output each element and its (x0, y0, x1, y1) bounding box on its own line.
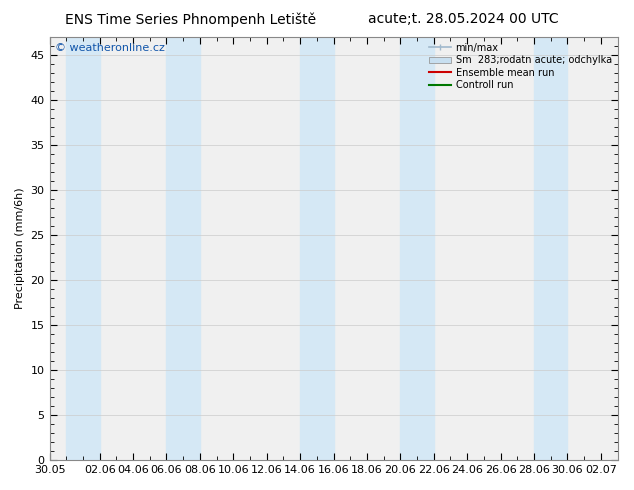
Y-axis label: Precipitation (mm/6h): Precipitation (mm/6h) (15, 188, 25, 309)
Legend: min/max, Sm  283;rodatn acute; odchylka, Ensemble mean run, Controll run: min/max, Sm 283;rodatn acute; odchylka, … (425, 39, 616, 94)
Text: ENS Time Series Phnompenh Letiště: ENS Time Series Phnompenh Letiště (65, 12, 316, 27)
Bar (400, 37, 434, 460)
Bar (300, 37, 333, 460)
Bar (167, 37, 200, 460)
Text: acute;t. 28.05.2024 00 UTC: acute;t. 28.05.2024 00 UTC (368, 12, 558, 26)
Bar (534, 37, 567, 460)
Text: © weatheronline.cz: © weatheronline.cz (55, 44, 165, 53)
Bar (66, 37, 100, 460)
